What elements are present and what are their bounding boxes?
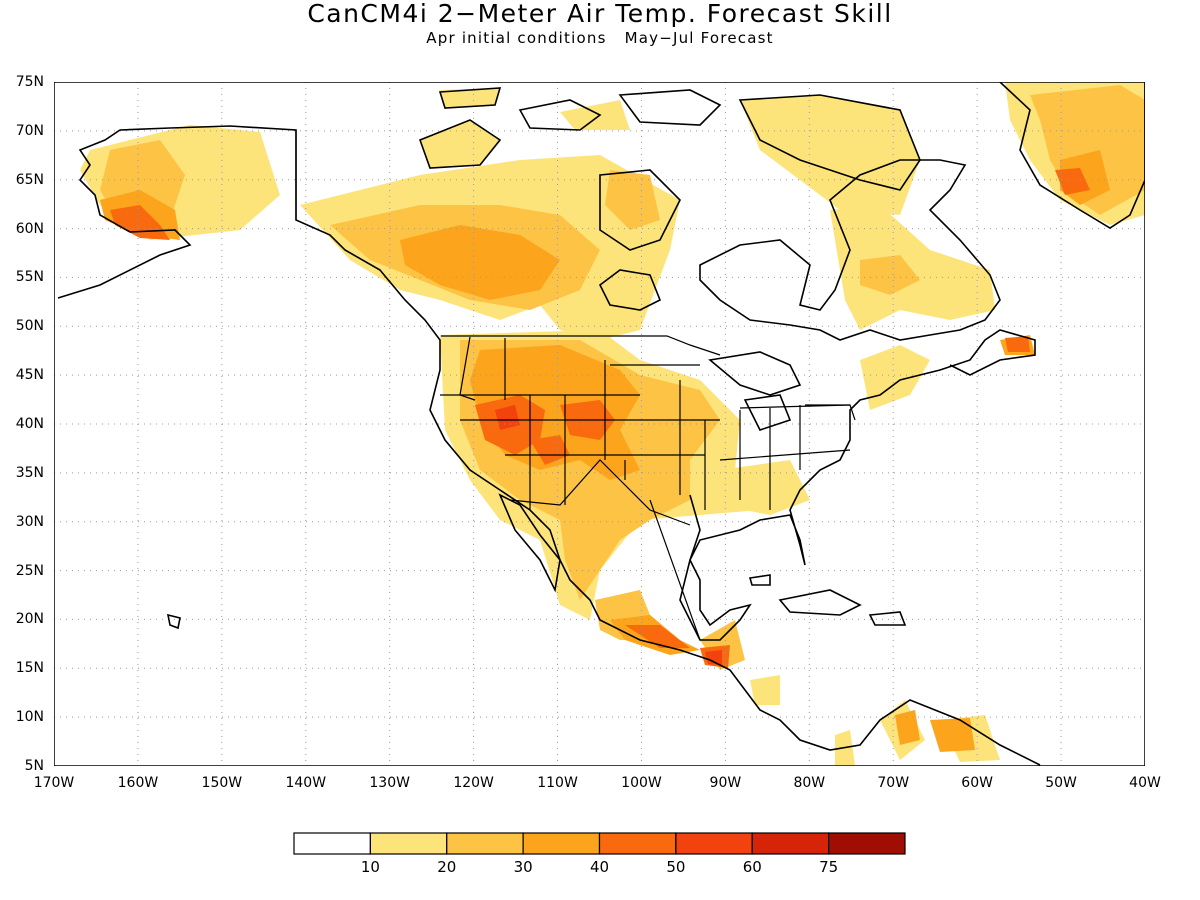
- lon-tick-label: 80W: [793, 775, 826, 791]
- lat-tick-label: 5N: [24, 758, 44, 774]
- lon-tick-label: 160W: [117, 775, 159, 791]
- skill-colorbar: [293, 832, 906, 855]
- lon-tick-label: 140W: [285, 775, 327, 791]
- lat-tick-label: 25N: [15, 562, 44, 579]
- lon-tick-label: 170W: [33, 775, 75, 791]
- lat-tick-label: 55N: [15, 269, 44, 286]
- colorbar-swatch: [446, 832, 524, 855]
- map-grid: [54, 82, 1145, 766]
- colorbar-tick-label: 50: [666, 858, 686, 876]
- lon-tick-label: 120W: [453, 775, 494, 791]
- colorbar-swatch: [522, 832, 601, 855]
- lat-tick-label: 60N: [15, 220, 44, 237]
- lat-tick-label: 40N: [15, 416, 44, 432]
- colorbar-tick-label: 10: [360, 858, 380, 876]
- colorbar-swatch: [293, 832, 371, 855]
- colorbar-swatch: [369, 832, 448, 855]
- colorbar-tick-label: 20: [437, 858, 457, 876]
- lat-tick-label: 35N: [15, 464, 44, 481]
- colorbar-tick-label: 75: [819, 858, 839, 876]
- colorbar-tick-label: 30: [513, 858, 533, 876]
- colorbar-swatch: [751, 832, 830, 855]
- lon-tick-label: 60W: [961, 775, 993, 791]
- lat-tick-label: 65N: [15, 171, 44, 188]
- lon-tick-label: 90W: [709, 775, 742, 791]
- lon-tick-label: 50W: [1045, 775, 1077, 791]
- lon-tick-label: 130W: [369, 775, 410, 791]
- lon-tick-label: 100W: [621, 775, 662, 791]
- lat-tick-label: 75N: [15, 74, 44, 90]
- lat-tick-label: 20N: [15, 611, 44, 628]
- lat-tick-label: 10N: [15, 709, 44, 726]
- skill-shading-50-60: [495, 405, 722, 665]
- map-plot-area: [54, 82, 1145, 766]
- coastlines: [57, 82, 1145, 766]
- lat-tick-label: 70N: [15, 122, 44, 139]
- lon-tick-label: 110W: [537, 775, 578, 791]
- lat-tick-label: 30N: [15, 513, 44, 530]
- colorbar-swatch: [675, 832, 753, 855]
- lon-tick-label: 40W: [1129, 775, 1161, 791]
- lat-tick-label: 45N: [15, 367, 44, 384]
- subtitle-forecast-period: May−Jul Forecast: [624, 29, 774, 47]
- colorbar-tick-label: 40: [589, 858, 610, 876]
- political-borders: [295, 130, 856, 641]
- lat-tick-label: 50N: [15, 318, 44, 335]
- colorbar-swatch: [828, 832, 906, 855]
- lat-tick-label: 15N: [15, 660, 44, 677]
- colorbar-tick-label: 60: [742, 858, 762, 876]
- subtitle-initial-conditions: Apr initial conditions: [426, 29, 607, 47]
- lon-tick-label: 150W: [201, 775, 243, 791]
- colorbar-swatch: [598, 832, 677, 855]
- map-subtitle: Apr initial conditions May−Jul Forecast: [0, 29, 1200, 47]
- lon-tick-label: 70W: [877, 775, 910, 791]
- map-title: CanCM4i 2−Meter Air Temp. Forecast Skill: [307, 0, 893, 28]
